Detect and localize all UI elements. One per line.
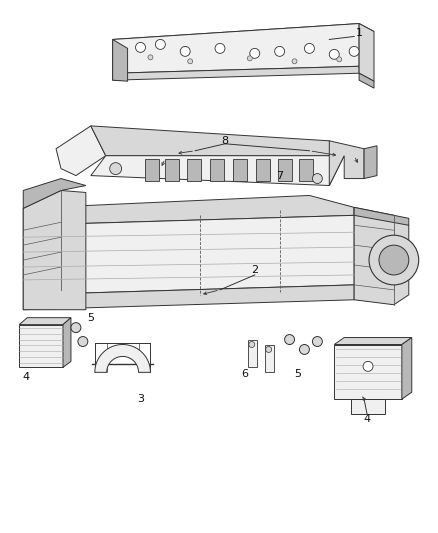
Polygon shape (23, 215, 354, 295)
Polygon shape (278, 159, 292, 181)
Polygon shape (265, 344, 274, 373)
Circle shape (369, 235, 419, 285)
Polygon shape (113, 39, 127, 81)
Polygon shape (95, 344, 150, 373)
Text: 7: 7 (276, 171, 283, 181)
Text: 6: 6 (241, 369, 248, 379)
Circle shape (215, 43, 225, 53)
Polygon shape (334, 344, 402, 399)
Text: 2: 2 (251, 265, 258, 275)
Circle shape (300, 344, 309, 354)
Text: 4: 4 (364, 414, 371, 424)
Polygon shape (210, 159, 224, 181)
Polygon shape (23, 190, 86, 310)
Text: 1: 1 (356, 28, 363, 38)
Circle shape (266, 346, 272, 352)
Circle shape (329, 50, 339, 59)
Circle shape (379, 245, 409, 275)
Polygon shape (248, 340, 257, 367)
Polygon shape (56, 126, 106, 175)
Circle shape (250, 49, 260, 58)
Circle shape (180, 46, 190, 56)
Circle shape (363, 361, 373, 372)
Polygon shape (23, 196, 354, 225)
Circle shape (71, 322, 81, 333)
Circle shape (275, 46, 285, 56)
Polygon shape (402, 337, 412, 399)
Circle shape (78, 336, 88, 346)
Polygon shape (354, 207, 409, 225)
Polygon shape (329, 141, 364, 185)
Circle shape (188, 59, 193, 64)
Polygon shape (113, 23, 359, 73)
Polygon shape (359, 73, 374, 88)
Text: 4: 4 (23, 372, 30, 382)
Polygon shape (113, 23, 374, 49)
Circle shape (337, 57, 342, 62)
Circle shape (304, 43, 314, 53)
Circle shape (349, 46, 359, 56)
Polygon shape (354, 207, 409, 305)
Polygon shape (63, 318, 71, 367)
Polygon shape (23, 285, 354, 310)
Text: 5: 5 (294, 369, 301, 379)
Text: 3: 3 (137, 394, 144, 404)
Circle shape (110, 163, 122, 175)
Polygon shape (351, 399, 385, 414)
Polygon shape (256, 159, 270, 181)
Polygon shape (91, 156, 344, 185)
Circle shape (292, 59, 297, 64)
Polygon shape (91, 126, 344, 156)
Polygon shape (113, 66, 359, 80)
Circle shape (247, 56, 252, 61)
Polygon shape (187, 159, 201, 181)
Circle shape (135, 43, 145, 52)
Text: 8: 8 (221, 136, 229, 146)
Circle shape (155, 39, 165, 50)
Polygon shape (359, 23, 374, 81)
Polygon shape (19, 318, 71, 325)
Circle shape (312, 174, 322, 183)
Polygon shape (19, 325, 63, 367)
Circle shape (285, 335, 294, 344)
Circle shape (312, 336, 322, 346)
Circle shape (148, 55, 153, 60)
Polygon shape (334, 337, 412, 344)
Polygon shape (145, 159, 159, 181)
Text: 5: 5 (87, 313, 94, 322)
Polygon shape (300, 159, 314, 181)
Polygon shape (233, 159, 247, 181)
Polygon shape (165, 159, 179, 181)
Polygon shape (364, 146, 377, 179)
Circle shape (249, 342, 255, 348)
Polygon shape (23, 179, 86, 208)
